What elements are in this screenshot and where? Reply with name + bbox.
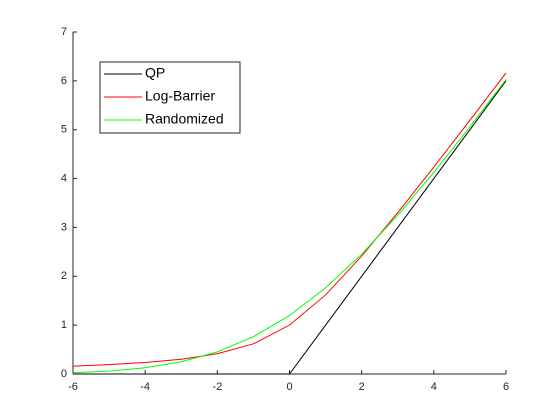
y-tick-label: 4 bbox=[61, 172, 67, 184]
series-line bbox=[72, 72, 507, 367]
x-tick-label: 0 bbox=[286, 381, 292, 393]
y-tick-label: 5 bbox=[61, 124, 67, 136]
x-tick-label: -4 bbox=[140, 381, 150, 393]
x-tick-label: 2 bbox=[359, 381, 365, 393]
y-tick-label: 3 bbox=[61, 221, 67, 233]
y-tick-label: 6 bbox=[61, 75, 67, 87]
legend-label: Randomized bbox=[145, 111, 224, 127]
series-line bbox=[72, 79, 507, 374]
y-tick-label: 1 bbox=[61, 319, 67, 331]
x-tick-label: -6 bbox=[68, 381, 78, 393]
legend-label: Log-Barrier bbox=[145, 88, 215, 104]
y-tick-label: 0 bbox=[61, 368, 67, 380]
x-tick-label: 4 bbox=[431, 381, 437, 393]
y-tick-label: 7 bbox=[61, 26, 67, 38]
y-tick-label: 2 bbox=[61, 270, 67, 282]
legend-label: QP bbox=[145, 65, 165, 81]
x-tick-label: -2 bbox=[212, 381, 222, 393]
x-tick-label: 6 bbox=[503, 381, 509, 393]
series-line bbox=[73, 80, 507, 375]
